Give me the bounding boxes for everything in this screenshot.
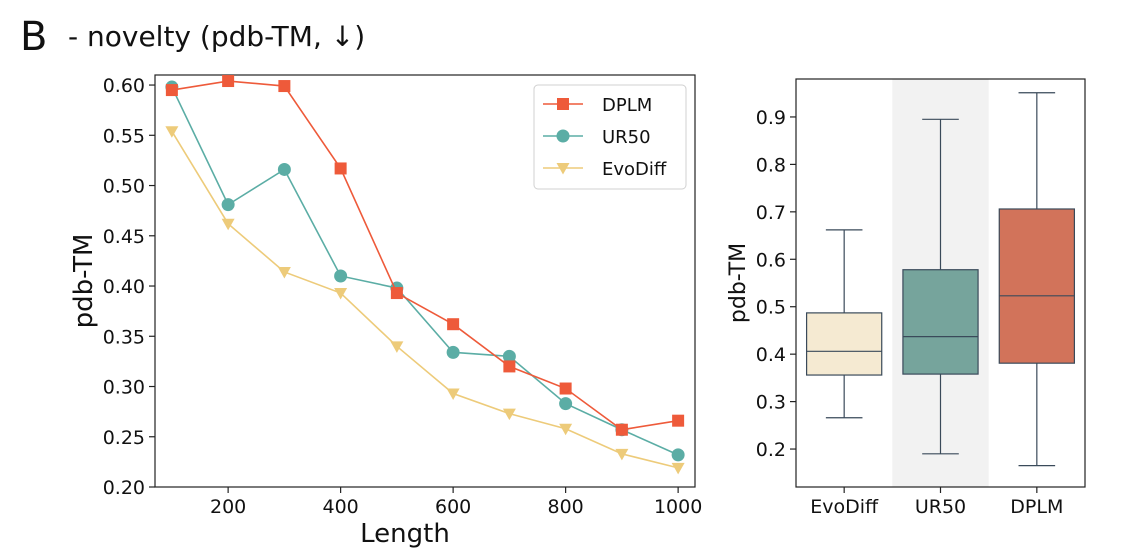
data-point-dplm <box>165 84 178 97</box>
x-tick-label: 1000 <box>654 496 702 518</box>
data-point-dplm <box>278 80 291 93</box>
data-point-ur50 <box>277 162 291 176</box>
data-point-evodiff <box>221 218 235 231</box>
x-tick-label: 200 <box>210 496 246 518</box>
legend: DPLM UR50 EvoDiff <box>533 84 687 190</box>
data-point-evodiff <box>559 423 573 436</box>
box-dplm <box>998 208 1076 364</box>
y-tick-label: 0.6 <box>756 249 786 271</box>
x-tick-label: 800 <box>547 496 583 518</box>
series-line-dplm <box>171 80 679 431</box>
data-point-dplm <box>503 360 516 373</box>
legend-label-ur50: UR50 <box>602 127 651 148</box>
y-tick-label: 0.2 <box>756 439 786 461</box>
legend-marker-ur50 <box>556 129 570 143</box>
data-point-evodiff <box>334 288 348 300</box>
y-tick-label: 0.55 <box>103 125 145 147</box>
panel-letter: B <box>20 14 47 60</box>
x-tick-label-dplm: DPLM <box>1010 496 1063 518</box>
y-tick-label: 0.40 <box>103 276 145 298</box>
data-point-dplm <box>672 414 685 427</box>
y-axis-label: pdb-TM <box>726 243 751 323</box>
y-tick-label: 0.45 <box>103 226 145 248</box>
legend-box <box>533 84 687 190</box>
data-point-ur50 <box>502 349 516 363</box>
data-point-evodiff <box>165 126 179 138</box>
data-point-evodiff <box>277 266 291 279</box>
y-tick-label: 0.35 <box>103 326 145 348</box>
x-tick-label-ur50: UR50 <box>915 496 966 518</box>
y-tick-label: 0.60 <box>103 75 145 97</box>
y-tick-label: 0.7 <box>756 202 786 224</box>
x-tick-label: 600 <box>435 496 471 518</box>
line-chart: 200 400 600 800 1000 0.20 0.25 0.30 0.35 0.40 0.45… <box>69 74 702 549</box>
data-point-dplm <box>334 162 347 175</box>
data-point-dplm <box>222 75 235 88</box>
y-tick-label: 0.30 <box>103 377 145 399</box>
y-axis-label: pdb-TM <box>69 234 99 329</box>
box-chart: 0.2 0.3 0.4 0.5 0.6 0.7 0.8 0.9 pdb-TM EvoDiff UR5… <box>726 78 1086 518</box>
data-point-ur50 <box>446 345 460 359</box>
y-tick-label: 0.25 <box>103 427 145 449</box>
data-point-evodiff <box>615 448 629 461</box>
data-point-dplm <box>390 287 403 300</box>
y-tick-label: 0.3 <box>756 392 786 414</box>
x-tick-label: 400 <box>322 496 358 518</box>
legend-marker-dplm <box>557 98 569 110</box>
y-tick-label: 0.4 <box>756 344 786 366</box>
data-point-ur50 <box>671 448 685 462</box>
x-axis-label: Length <box>360 519 450 549</box>
data-point-evodiff <box>446 388 460 401</box>
box-ur50 <box>902 269 979 375</box>
data-point-dplm <box>559 382 572 395</box>
series-line-ur50 <box>171 86 679 456</box>
data-point-dplm <box>615 423 628 436</box>
series-line-evodiff <box>171 130 679 469</box>
data-point-ur50 <box>559 397 573 411</box>
data-point-ur50 <box>334 269 348 283</box>
y-tick-label: 0.50 <box>103 176 145 198</box>
box-evodiff <box>805 312 883 376</box>
data-point-evodiff <box>671 462 685 475</box>
data-point-evodiff <box>390 341 404 353</box>
y-tick-label: 0.9 <box>756 107 786 129</box>
data-point-evodiff <box>502 408 516 421</box>
y-tick-label: 0.5 <box>756 297 786 319</box>
legend-label-dplm: DPLM <box>602 95 652 116</box>
legend-label-evodiff: EvoDiff <box>602 159 667 180</box>
y-tick-label: 0.8 <box>756 154 786 176</box>
panel-title: - novelty (pdb-TM, ↓) <box>68 20 365 53</box>
x-tick-label-evodiff: EvoDiff <box>810 496 879 518</box>
data-point-dplm <box>447 318 460 331</box>
y-tick-label: 0.20 <box>103 477 145 499</box>
legend-marker-evodiff <box>556 163 570 175</box>
line-chart-frame <box>154 74 696 488</box>
data-point-ur50 <box>221 198 235 212</box>
